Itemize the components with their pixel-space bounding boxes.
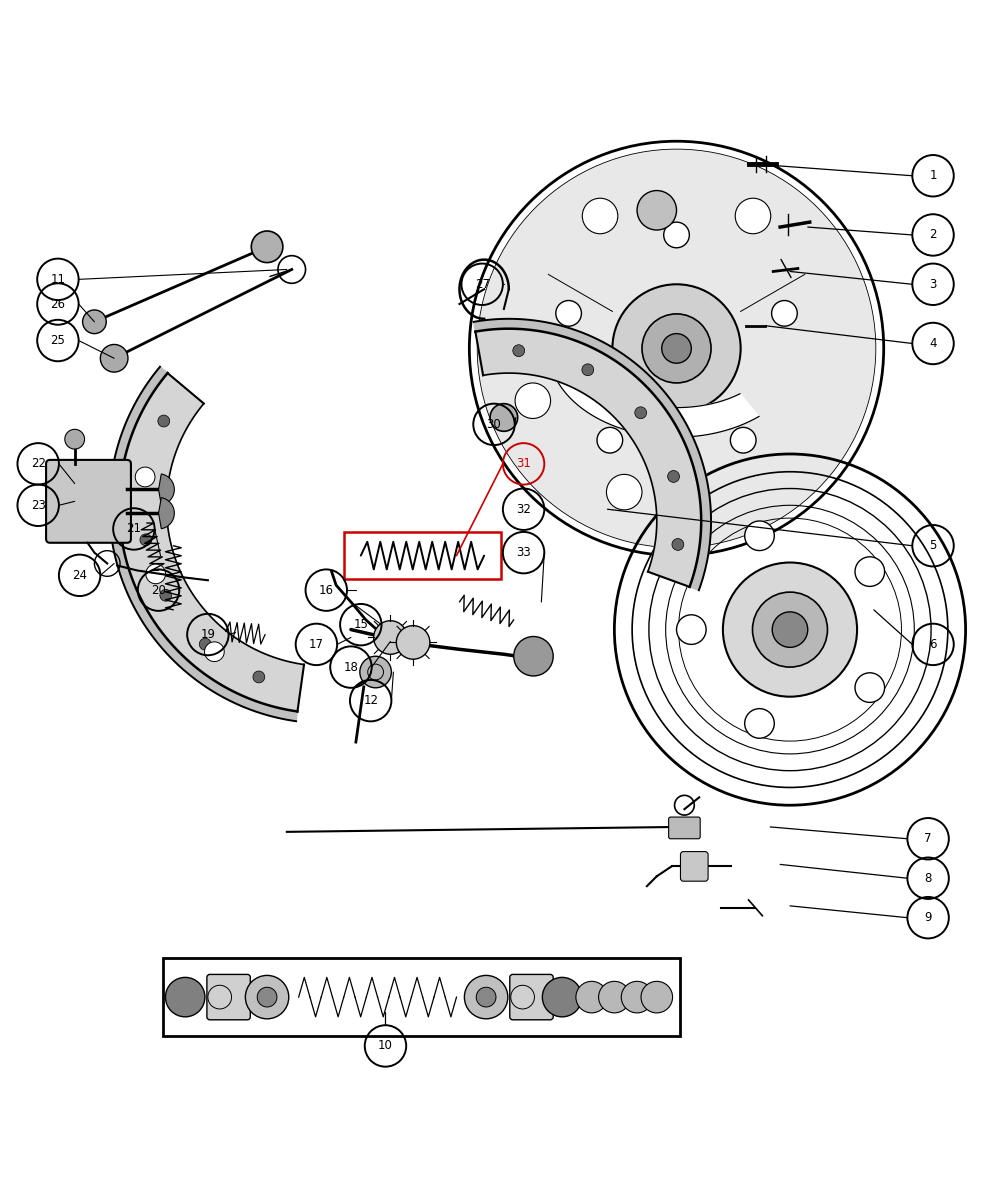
Text: 3: 3 xyxy=(930,277,937,290)
Circle shape xyxy=(140,534,152,546)
Text: 6: 6 xyxy=(930,638,937,650)
FancyBboxPatch shape xyxy=(206,974,250,1020)
Circle shape xyxy=(582,198,618,234)
Circle shape xyxy=(772,300,797,326)
Circle shape xyxy=(83,310,107,334)
Circle shape xyxy=(855,557,884,587)
Text: 23: 23 xyxy=(31,499,45,511)
Circle shape xyxy=(773,612,808,647)
Circle shape xyxy=(205,642,224,661)
Polygon shape xyxy=(120,373,304,712)
Text: 16: 16 xyxy=(319,583,334,596)
Text: 24: 24 xyxy=(72,569,87,582)
Polygon shape xyxy=(475,329,701,587)
Circle shape xyxy=(662,334,692,364)
Circle shape xyxy=(158,415,170,427)
Text: 12: 12 xyxy=(364,694,378,707)
Circle shape xyxy=(477,149,875,547)
FancyBboxPatch shape xyxy=(163,958,681,1036)
Text: 9: 9 xyxy=(925,911,932,924)
Text: 31: 31 xyxy=(516,457,531,470)
Text: 1: 1 xyxy=(930,169,937,182)
Circle shape xyxy=(135,467,155,487)
Circle shape xyxy=(251,232,283,263)
Circle shape xyxy=(200,638,211,650)
Circle shape xyxy=(730,427,756,454)
Circle shape xyxy=(745,521,775,551)
Text: 5: 5 xyxy=(930,539,937,552)
Polygon shape xyxy=(473,319,711,590)
Circle shape xyxy=(576,982,608,1013)
FancyBboxPatch shape xyxy=(46,460,131,542)
Circle shape xyxy=(723,563,857,697)
Text: 18: 18 xyxy=(344,660,359,673)
Text: 32: 32 xyxy=(516,503,531,516)
Text: 26: 26 xyxy=(50,298,65,311)
Text: 2: 2 xyxy=(930,228,937,241)
Circle shape xyxy=(641,982,673,1013)
Circle shape xyxy=(139,472,151,482)
Circle shape xyxy=(753,592,828,667)
Circle shape xyxy=(745,709,775,738)
Polygon shape xyxy=(556,368,759,437)
Circle shape xyxy=(634,407,646,419)
Circle shape xyxy=(257,988,277,1007)
Text: 8: 8 xyxy=(925,871,932,884)
Circle shape xyxy=(613,284,741,413)
FancyBboxPatch shape xyxy=(669,817,700,839)
Text: 19: 19 xyxy=(201,628,215,641)
Text: 17: 17 xyxy=(309,638,324,650)
Text: 27: 27 xyxy=(474,277,490,290)
Text: 30: 30 xyxy=(487,418,501,431)
Circle shape xyxy=(101,344,128,372)
Text: 21: 21 xyxy=(126,522,141,535)
Circle shape xyxy=(253,671,265,683)
Text: 4: 4 xyxy=(930,337,937,350)
Circle shape xyxy=(582,364,594,376)
Circle shape xyxy=(65,430,85,449)
Circle shape xyxy=(677,614,706,644)
Text: 33: 33 xyxy=(516,546,531,559)
FancyBboxPatch shape xyxy=(510,974,553,1020)
Circle shape xyxy=(165,977,205,1016)
Circle shape xyxy=(146,564,166,583)
Circle shape xyxy=(735,198,771,234)
Circle shape xyxy=(664,222,690,247)
FancyBboxPatch shape xyxy=(681,852,708,881)
Circle shape xyxy=(855,673,884,702)
Circle shape xyxy=(514,636,553,676)
Text: 25: 25 xyxy=(50,334,65,347)
Text: 15: 15 xyxy=(354,618,369,631)
Circle shape xyxy=(360,656,391,688)
Circle shape xyxy=(245,976,288,1019)
Circle shape xyxy=(621,982,653,1013)
Circle shape xyxy=(668,470,680,482)
Text: 22: 22 xyxy=(31,457,45,470)
Circle shape xyxy=(160,589,172,601)
Circle shape xyxy=(542,977,582,1016)
Circle shape xyxy=(556,300,582,326)
Circle shape xyxy=(672,539,684,551)
Polygon shape xyxy=(110,367,297,721)
Circle shape xyxy=(599,982,630,1013)
Circle shape xyxy=(637,191,677,230)
Circle shape xyxy=(373,620,407,654)
Wedge shape xyxy=(158,474,174,505)
Circle shape xyxy=(490,403,518,431)
Text: 7: 7 xyxy=(925,833,932,845)
Wedge shape xyxy=(158,498,174,529)
Circle shape xyxy=(515,383,550,419)
Circle shape xyxy=(513,344,525,356)
Circle shape xyxy=(642,314,711,383)
Circle shape xyxy=(464,976,508,1019)
Text: 11: 11 xyxy=(50,272,65,286)
Circle shape xyxy=(597,427,622,454)
Circle shape xyxy=(607,474,642,510)
Circle shape xyxy=(476,988,496,1007)
Circle shape xyxy=(396,625,430,659)
Text: 20: 20 xyxy=(151,583,166,596)
Text: 10: 10 xyxy=(378,1039,393,1052)
